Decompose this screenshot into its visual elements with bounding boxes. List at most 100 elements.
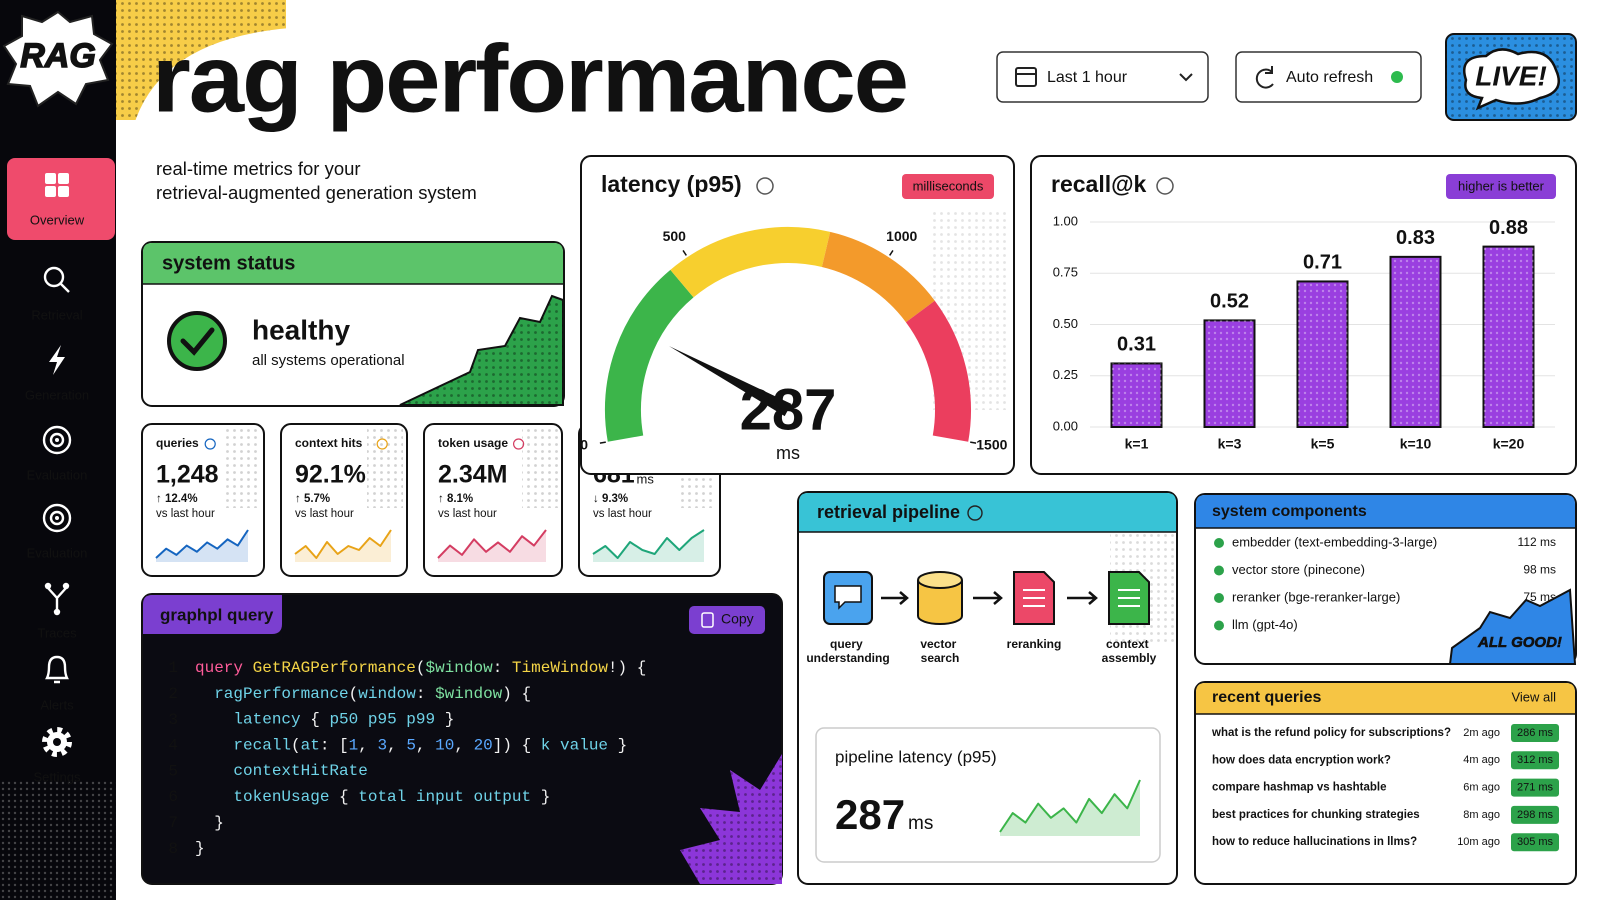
step-arrow: [1067, 591, 1098, 605]
line-number: 6: [168, 788, 178, 806]
recent-card-header: [1196, 683, 1575, 714]
code-line: }: [195, 840, 205, 858]
logo-burst: [2, 10, 114, 108]
latency-pill: [1511, 805, 1559, 824]
step-arrow: [881, 591, 909, 605]
step-icon: [917, 571, 963, 589]
sparkline-area: [1000, 780, 1140, 836]
gauge-zone: [821, 231, 935, 323]
gauge-tick-label: 500: [663, 228, 687, 244]
view-all-link[interactable]: View all: [1511, 689, 1556, 704]
gauge-tick-label: 1500: [976, 437, 1007, 453]
step-icon: [834, 585, 862, 610]
latency-pill: [1511, 751, 1559, 770]
metric-compare: vs last hour: [156, 508, 215, 520]
nav-icon: [42, 503, 72, 533]
recent-ago: 2m ago: [1463, 727, 1500, 739]
nav-label[interactable]: Evaluation: [27, 467, 88, 482]
refresh-status-dot: [1391, 71, 1403, 83]
latency-pill: [1511, 724, 1559, 742]
copy-label[interactable]: Copy: [721, 611, 754, 627]
code-line: contextHitRate: [195, 762, 368, 780]
bar-halftone: [1204, 320, 1255, 427]
info-icon: [204, 438, 216, 450]
status-check: [180, 327, 215, 356]
gauge-tick: [889, 250, 894, 256]
latency-card: [580, 155, 1015, 475]
auto-refresh-label: Auto refresh: [1286, 69, 1373, 86]
sparkline: [592, 529, 705, 559]
nav-label[interactable]: Settings: [34, 769, 81, 784]
step-arrow: [973, 591, 1003, 605]
status-burst-dots: [400, 296, 563, 405]
latency-badge-text: milliseconds: [913, 178, 984, 193]
y-tick-label: 0.50: [1053, 316, 1078, 331]
metric-compare: vs last hour: [438, 508, 497, 520]
recent-query: how does data encryption work?: [1212, 754, 1391, 766]
components-title: system components: [1212, 503, 1367, 520]
time-range-select[interactable]: [996, 51, 1209, 103]
latency-title: latency (p95): [601, 171, 742, 197]
nav-icon: [62, 582, 70, 590]
step-label: vector search: [920, 637, 959, 665]
chevron: [1179, 73, 1193, 82]
nav-icon: [58, 173, 69, 184]
sparkline-area: [156, 530, 248, 562]
bar-halftone: [1483, 246, 1534, 427]
page-title: rag performance: [152, 25, 907, 132]
status-detail: all systems operational: [252, 352, 405, 369]
recent-latency: 312 ms: [1517, 754, 1554, 766]
code-line: latency { p50 p95 p99 }: [195, 711, 454, 729]
query-tab: [143, 595, 282, 634]
sparkline: [155, 529, 249, 559]
latency-badge: [902, 174, 994, 199]
metric-unit: ms: [637, 471, 655, 486]
recent-query: what is the refund policy for subscripti…: [1211, 727, 1451, 739]
query-card: [141, 593, 783, 885]
y-tick-label: 1.00: [1053, 213, 1078, 228]
recent-latency: 305 ms: [1517, 836, 1554, 848]
nav-icon: [44, 582, 52, 590]
nav-label[interactable]: Generation: [25, 387, 89, 402]
info-icon: [1156, 177, 1174, 195]
subtitle: real-time metrics for your retrieval-aug…: [156, 158, 477, 203]
refresh-icon: [1255, 66, 1274, 89]
auto-refresh-toggle[interactable]: [1235, 51, 1422, 103]
recent-latency: 271 ms: [1517, 782, 1554, 794]
gauge-zone: [670, 227, 831, 298]
recent-card: [1194, 681, 1577, 885]
recent-latency: 298 ms: [1517, 809, 1554, 821]
nav-icon: [47, 587, 67, 612]
nav-label[interactable]: Alerts: [40, 697, 74, 712]
step-icon: [917, 580, 963, 625]
gauge-value: 287: [740, 377, 837, 442]
x-tick-label: k=20: [1493, 436, 1525, 452]
nav-label[interactable]: Traces: [37, 625, 77, 640]
sparkline: [999, 779, 1141, 833]
bar-halftone: [1390, 256, 1441, 427]
bar-value-label: 0.88: [1489, 217, 1528, 239]
step-label: context assembly: [1102, 637, 1157, 665]
component-name: llm (gpt-4o): [1232, 617, 1298, 632]
sparkline-area: [438, 530, 546, 562]
component-name: vector store (pinecone): [1232, 562, 1365, 577]
component-status-dot: [1214, 538, 1224, 548]
line-number: 2: [168, 685, 178, 703]
status-state: healthy: [252, 314, 350, 345]
line-number: 7: [168, 814, 178, 832]
status-card-header: [143, 243, 563, 284]
component-status-dot: [1214, 620, 1224, 631]
time-range-label: Last 1 hour: [1047, 69, 1128, 86]
nav-label[interactable]: Retrieval: [31, 307, 82, 322]
sparkline-area: [295, 530, 391, 562]
gauge-unit: ms: [776, 443, 800, 463]
nav-label[interactable]: Overview: [30, 212, 85, 227]
nav-icon: [55, 516, 59, 520]
logo: RAG: [20, 37, 96, 75]
info-icon: [967, 505, 983, 521]
metric-halftone: [224, 428, 260, 508]
metric-label: token usage: [438, 436, 508, 450]
nav-icon: [42, 727, 72, 757]
pipeline-latency-label: pipeline latency (p95): [835, 747, 997, 766]
nav-label[interactable]: Evaluation: [27, 545, 88, 560]
